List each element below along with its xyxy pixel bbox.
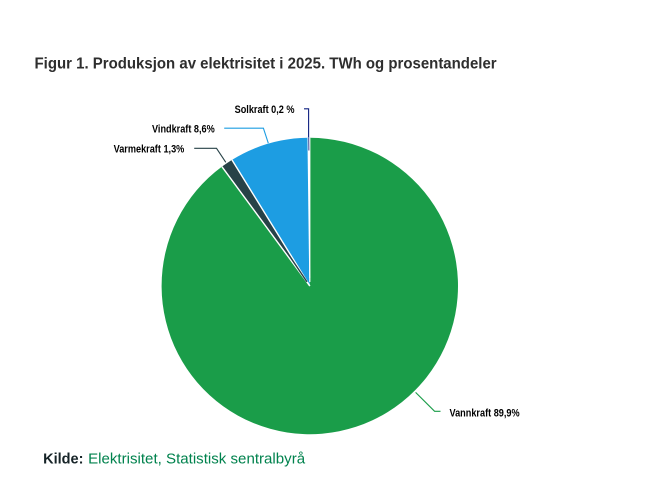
svg-text:Solkraft 0,2 %: Solkraft 0,2 % <box>235 104 295 116</box>
svg-text:Vindkraft 8,6%: Vindkraft 8,6% <box>152 124 215 136</box>
svg-text:Kilde:: Kilde: <box>43 451 83 467</box>
svg-text:Varmekraft 1,3%: Varmekraft 1,3% <box>114 144 185 156</box>
svg-text:Vannkraft 89,9%: Vannkraft 89,9% <box>450 408 520 420</box>
svg-text:Elektrisitet, Statistisk sentr: Elektrisitet, Statistisk sentralbyrå <box>88 451 306 468</box>
svg-text:Figur 1. Produksjon av elektri: Figur 1. Produksjon av elektrisitet i 20… <box>35 55 497 73</box>
